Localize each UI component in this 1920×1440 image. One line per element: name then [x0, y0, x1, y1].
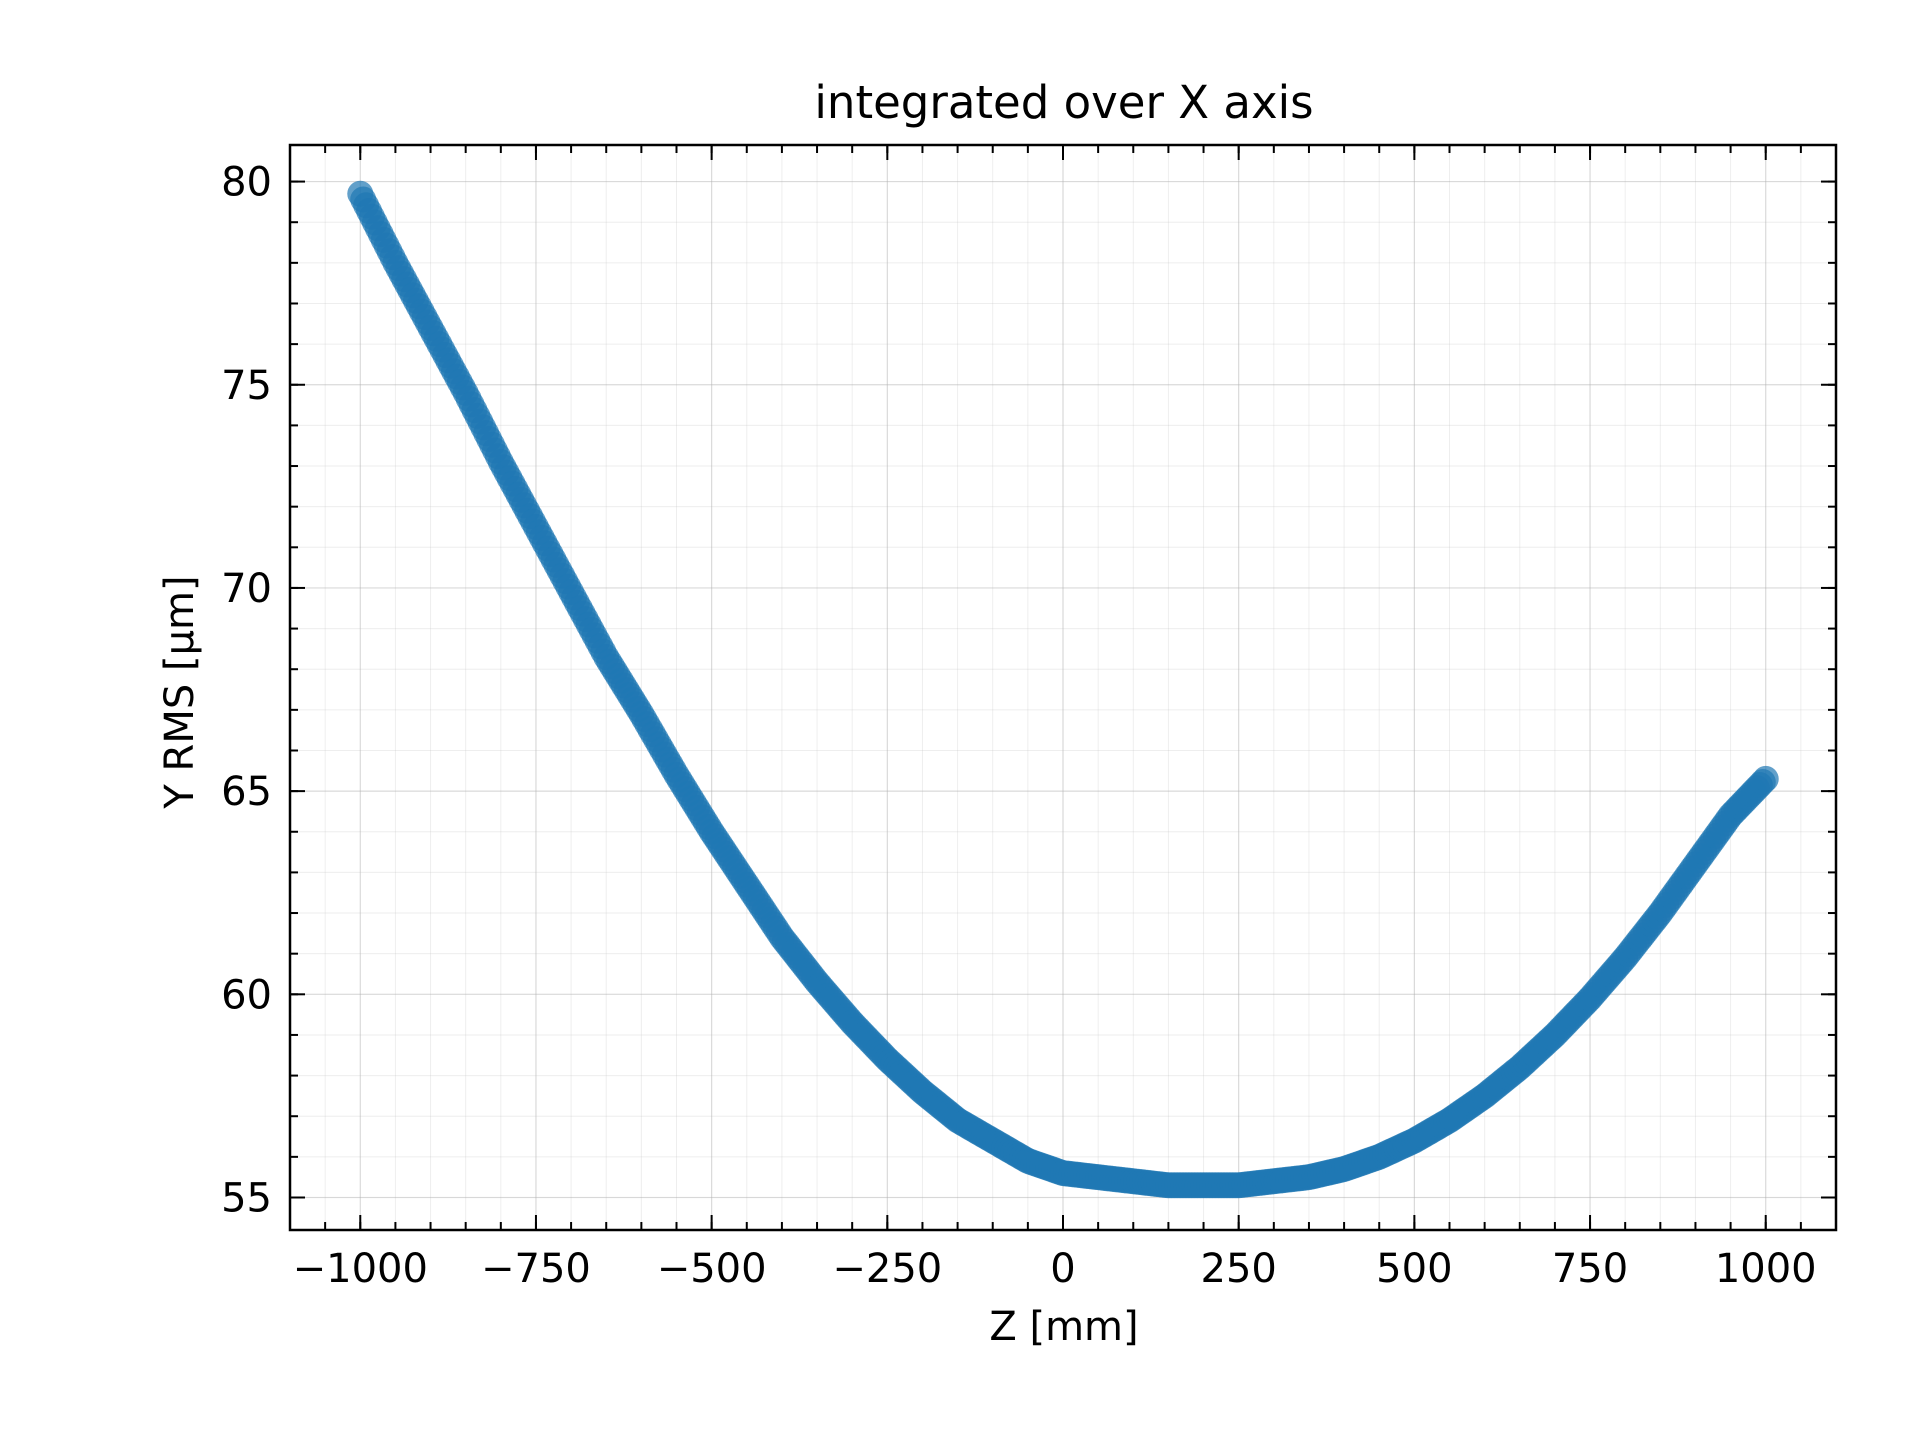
x-tick-label: 250	[1201, 1246, 1277, 1292]
x-tick-label: 1000	[1715, 1246, 1817, 1292]
x-tick-label: −1000	[293, 1246, 428, 1292]
x-axis-tick-labels: −1000 −750 −500 −250 0 250 500 750 1000	[293, 1246, 1817, 1292]
y-axis-label: Y RMS [µm]	[157, 575, 203, 809]
chart-title: integrated over X axis	[814, 76, 1313, 129]
y-tick-label: 80	[221, 160, 272, 206]
x-tick-label: 750	[1552, 1246, 1628, 1292]
data-point	[1752, 765, 1779, 792]
x-tick-label: 0	[1050, 1246, 1075, 1292]
y-tick-label: 65	[221, 769, 272, 815]
y-tick-label: 75	[221, 363, 272, 409]
y-tick-label: 60	[221, 972, 272, 1018]
y-axis-tick-labels: 55 60 65 70 75 80	[221, 160, 272, 1222]
y-tick-label: 55	[221, 1175, 272, 1221]
y-tick-label: 70	[221, 566, 272, 612]
x-axis-label: Z [mm]	[989, 1304, 1138, 1350]
axis-ticks	[289, 145, 1837, 1230]
data-points	[347, 180, 1779, 1199]
x-tick-label: −500	[657, 1246, 767, 1292]
minor-gridlines	[289, 145, 1837, 1230]
x-tick-label: 500	[1376, 1246, 1452, 1292]
x-tick-label: −750	[481, 1246, 591, 1292]
x-tick-label: −250	[832, 1246, 942, 1292]
